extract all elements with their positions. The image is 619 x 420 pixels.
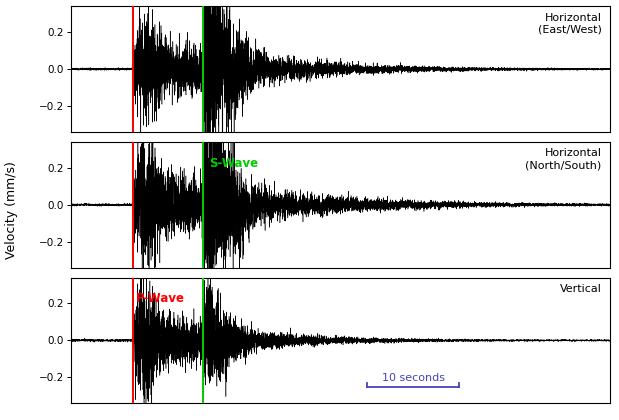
Text: P-Wave: P-Wave: [136, 292, 185, 305]
Text: 10 seconds: 10 seconds: [382, 373, 444, 383]
Text: Horizontal
(East/West): Horizontal (East/West): [538, 13, 602, 35]
Text: Velocity (mm/s): Velocity (mm/s): [4, 161, 18, 259]
Text: Horizontal
(North/South): Horizontal (North/South): [526, 148, 602, 171]
Text: S-Wave: S-Wave: [210, 157, 259, 170]
Text: Vertical: Vertical: [560, 284, 602, 294]
